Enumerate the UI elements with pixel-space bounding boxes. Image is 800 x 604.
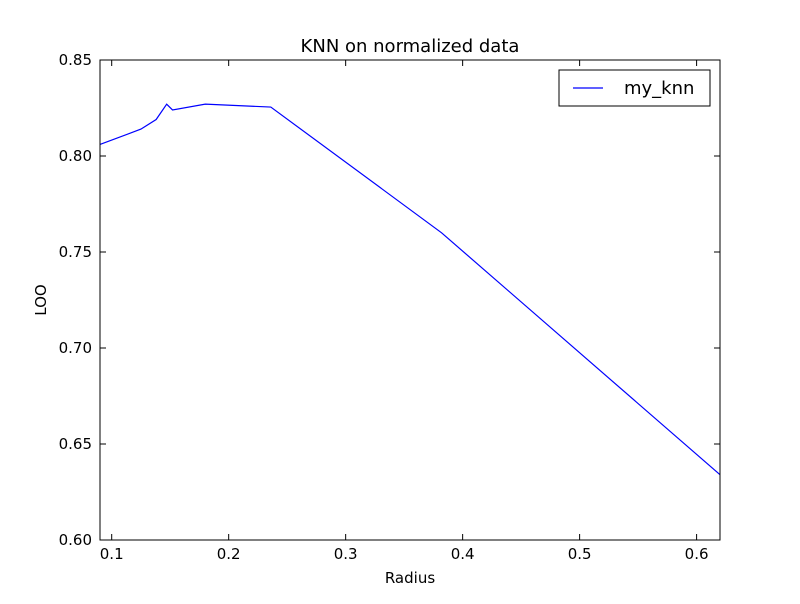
x-tick-label: 0.4 [451, 545, 475, 563]
plot-frame [99, 59, 721, 541]
legend-label-my_knn: my_knn [624, 78, 694, 99]
y-tick-label: 0.65 [59, 435, 92, 453]
y-tick-label: 0.60 [59, 531, 92, 549]
x-tick-label: 0.2 [217, 545, 241, 563]
y-axis-label: LOO [32, 284, 50, 315]
y-tick-label: 0.70 [59, 339, 92, 357]
x-tick-label: 0.6 [685, 545, 709, 563]
x-tick-label: 0.1 [100, 545, 124, 563]
series-line-my_knn [99, 103, 721, 476]
series-layer [99, 103, 721, 476]
y-tick-label: 0.85 [59, 51, 92, 69]
x-tick-label: 0.5 [568, 545, 592, 563]
y-tick-label: 0.75 [59, 243, 92, 261]
legend: my_knn [558, 69, 711, 107]
y-tick-label: 0.80 [59, 147, 92, 165]
x-tick-label: 0.3 [334, 545, 358, 563]
axis-ticks: 0.1 0.2 0.3 0.4 0.5 0.6 0.60 0.65 0.70 0.75 0.80 0.… [59, 51, 720, 563]
chart-title: KNN on normalized data [301, 36, 520, 57]
x-axis-label: Radius [385, 569, 435, 587]
